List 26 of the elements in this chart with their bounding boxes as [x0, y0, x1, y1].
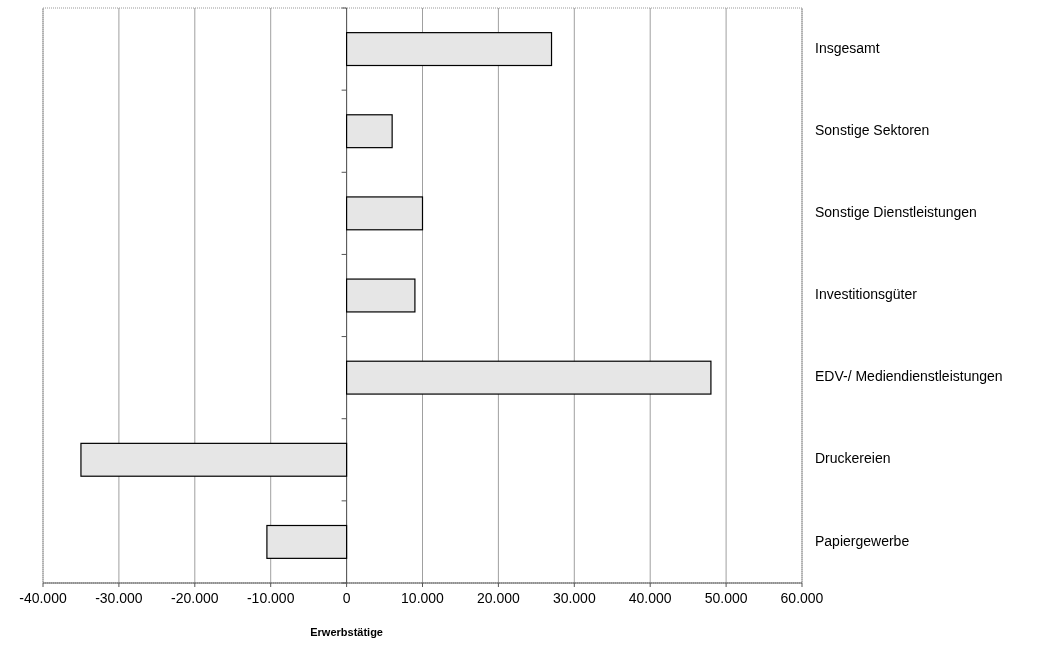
y-tick-label: Sonstige Dienstleistungen	[815, 204, 977, 221]
x-tick-label: -10.000	[246, 590, 295, 606]
bar	[346, 114, 393, 149]
bar	[346, 196, 424, 231]
bar	[346, 278, 416, 313]
bar	[346, 360, 712, 395]
bar	[346, 32, 553, 67]
y-tick-label: EDV-/ Mediendienstleistungen	[815, 368, 1003, 385]
x-tick-label: -40.000	[19, 590, 67, 606]
x-tick-label: -20.000	[171, 590, 219, 606]
x-tick-label: 20.000	[476, 590, 521, 606]
y-tick-label: Insgesamt	[815, 39, 880, 56]
x-tick-label: 40.000	[628, 590, 672, 606]
y-tick-label: Investitionsgüter	[815, 286, 918, 303]
x-tick-label: 30.000	[552, 590, 596, 606]
x-tick-label: -30.000	[95, 590, 143, 606]
x-tick-label: 0	[342, 590, 351, 606]
y-tick-label: Papiergewerbe	[815, 532, 910, 549]
x-axis-title: Erwerbstätige	[310, 626, 383, 638]
bar	[80, 442, 348, 477]
x-tick-label: 50.000	[704, 590, 748, 606]
y-tick-label: Sonstige Sektoren	[815, 121, 930, 138]
x-tick-label: 60.000	[780, 590, 824, 606]
y-tick-label: Druckereien	[815, 450, 891, 467]
x-tick-label: 10.000	[401, 590, 445, 606]
bar	[266, 524, 348, 559]
